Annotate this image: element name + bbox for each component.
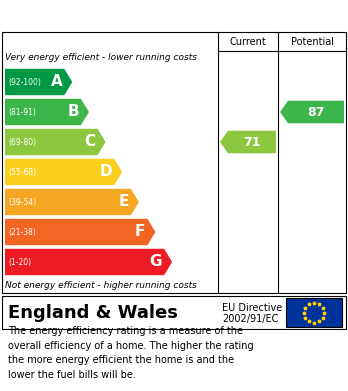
Text: D: D (100, 165, 112, 179)
Text: G: G (150, 255, 162, 269)
Text: England & Wales: England & Wales (8, 303, 178, 321)
Text: (92-100): (92-100) (8, 77, 41, 86)
Text: The energy efficiency rating is a measure of the
overall efficiency of a home. T: The energy efficiency rating is a measur… (8, 326, 254, 380)
Polygon shape (220, 131, 276, 153)
Text: Very energy efficient - lower running costs: Very energy efficient - lower running co… (5, 52, 197, 61)
Text: (1-20): (1-20) (8, 258, 31, 267)
Text: B: B (67, 104, 79, 120)
Polygon shape (5, 219, 156, 245)
Polygon shape (5, 69, 72, 95)
Text: (81-91): (81-91) (8, 108, 36, 117)
Text: E: E (118, 194, 129, 210)
Polygon shape (5, 99, 89, 125)
Text: 87: 87 (307, 106, 325, 118)
Bar (286, 298, 342, 327)
Text: EU Directive: EU Directive (222, 303, 282, 313)
Text: (69-80): (69-80) (8, 138, 36, 147)
Polygon shape (5, 129, 105, 155)
Text: Potential: Potential (291, 37, 333, 47)
Text: Energy Efficiency Rating: Energy Efficiency Rating (10, 6, 239, 24)
Polygon shape (280, 101, 344, 123)
Text: (39-54): (39-54) (8, 197, 36, 206)
Text: C: C (85, 135, 96, 149)
Text: (21-38): (21-38) (8, 228, 36, 237)
Text: A: A (50, 75, 62, 90)
Polygon shape (5, 249, 172, 275)
Text: Not energy efficient - higher running costs: Not energy efficient - higher running co… (5, 280, 197, 289)
Text: 2002/91/EC: 2002/91/EC (222, 314, 278, 324)
Polygon shape (5, 189, 139, 215)
Text: Current: Current (230, 37, 266, 47)
Polygon shape (5, 159, 122, 185)
Text: 71: 71 (243, 136, 261, 149)
Text: (55-68): (55-68) (8, 167, 36, 176)
Text: F: F (135, 224, 145, 240)
